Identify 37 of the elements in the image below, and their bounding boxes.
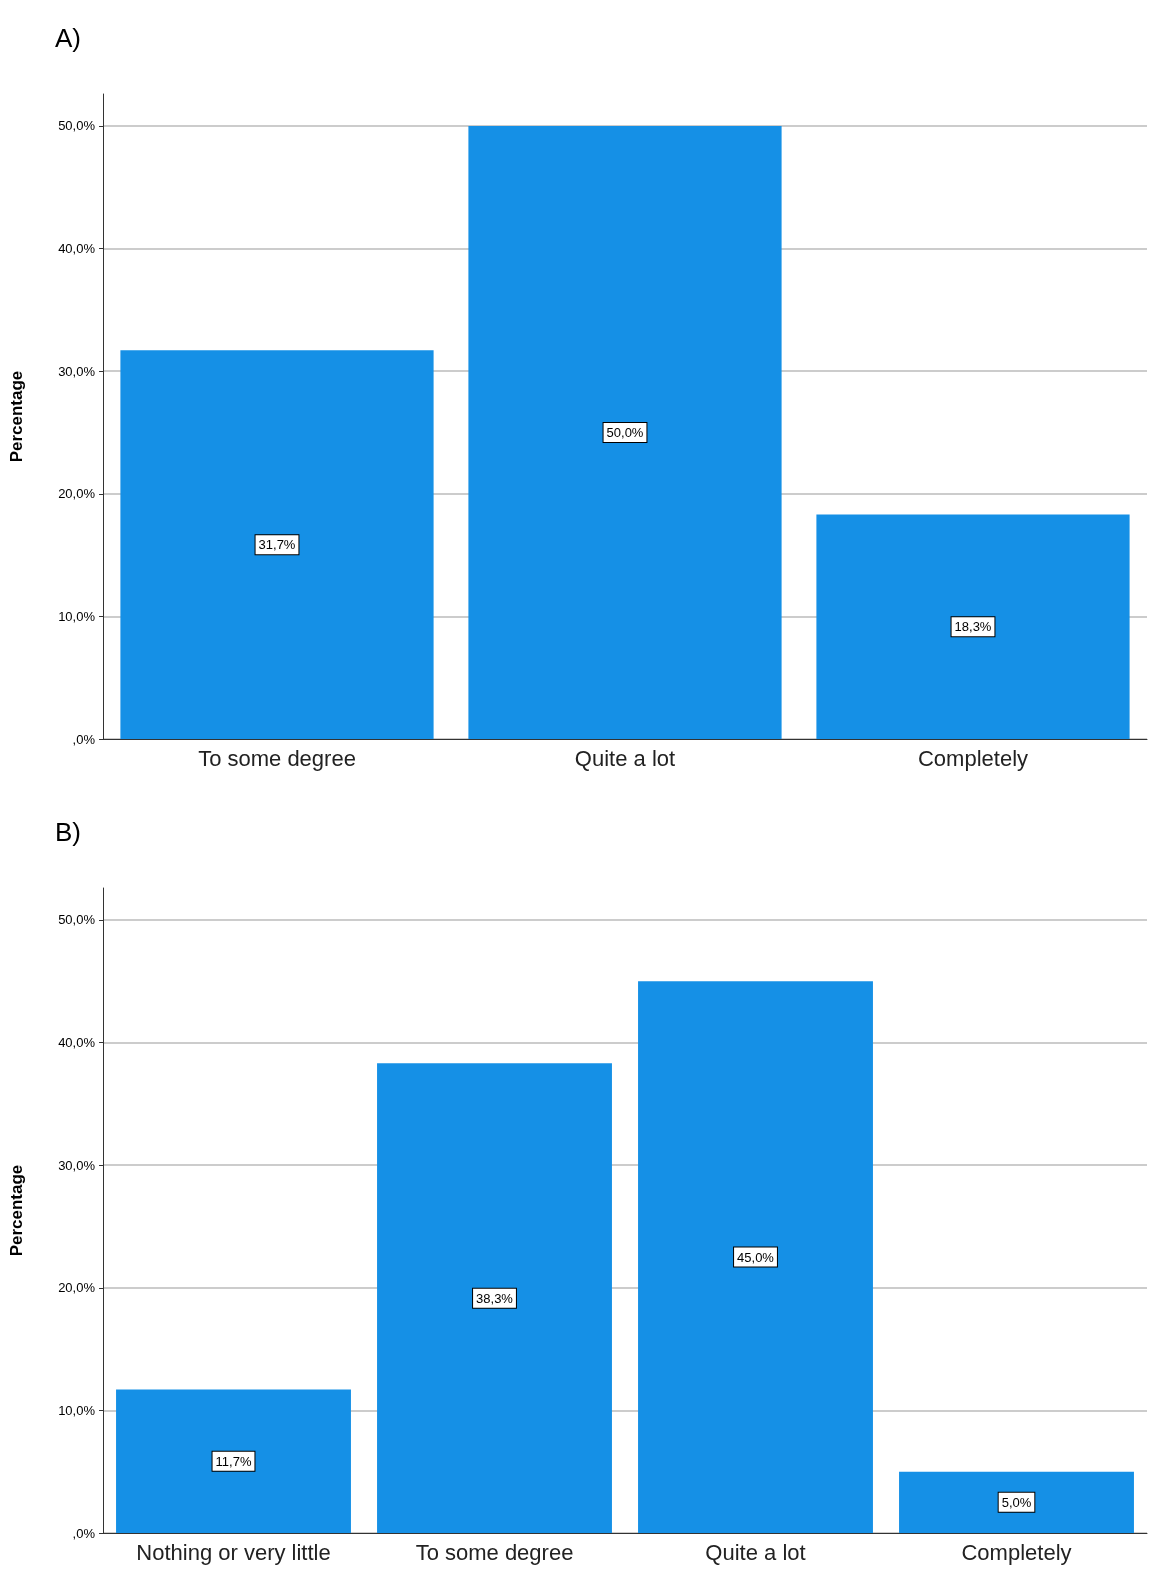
bar — [816, 514, 1130, 739]
x-tick-label: Completely — [917, 745, 1029, 771]
data-label: 11,7% — [215, 1453, 252, 1469]
bar — [468, 125, 782, 739]
bar — [120, 350, 434, 739]
data-label: 18,3% — [954, 619, 992, 635]
y-tick-label: ,0% — [72, 731, 96, 747]
y-axis-title: Percentage — [7, 370, 26, 463]
x-tick-label: Quite a lot — [705, 1539, 806, 1565]
data-label: 38,3% — [476, 1290, 514, 1306]
y-tick-label: ,0% — [72, 1525, 96, 1541]
y-tick-label: 50,0% — [58, 118, 96, 134]
y-tick-label: 10,0% — [58, 608, 96, 624]
bar — [899, 1471, 1134, 1533]
x-tick-label: Completely — [961, 1539, 1072, 1565]
y-tick-label: 30,0% — [58, 363, 96, 379]
y-tick-label: 20,0% — [58, 486, 96, 502]
x-tick-label: Nothing or very little — [136, 1539, 331, 1565]
x-tick-label: To some degree — [415, 1539, 574, 1565]
y-axis-title: Percentage — [7, 1164, 26, 1257]
y-tick-label: 30,0% — [58, 1157, 96, 1173]
chart-title: B) — [55, 817, 81, 847]
y-tick-label: 50,0% — [58, 912, 96, 928]
data-label: 31,7% — [258, 537, 296, 553]
x-tick-label: Quite a lot — [574, 745, 676, 771]
data-label: 45,0% — [737, 1249, 775, 1265]
bar — [116, 1389, 351, 1533]
data-label: 5,0% — [1001, 1494, 1032, 1510]
bar — [638, 981, 873, 1533]
x-tick-label: To some degree — [198, 745, 356, 771]
bar — [377, 1063, 612, 1533]
y-tick-label: 10,0% — [58, 1402, 96, 1418]
y-tick-label: 20,0% — [58, 1280, 96, 1296]
y-tick-label: 40,0% — [58, 1035, 96, 1051]
y-tick-label: 40,0% — [58, 241, 96, 257]
data-label: 50,0% — [606, 424, 644, 440]
chart-title: A) — [55, 23, 81, 53]
